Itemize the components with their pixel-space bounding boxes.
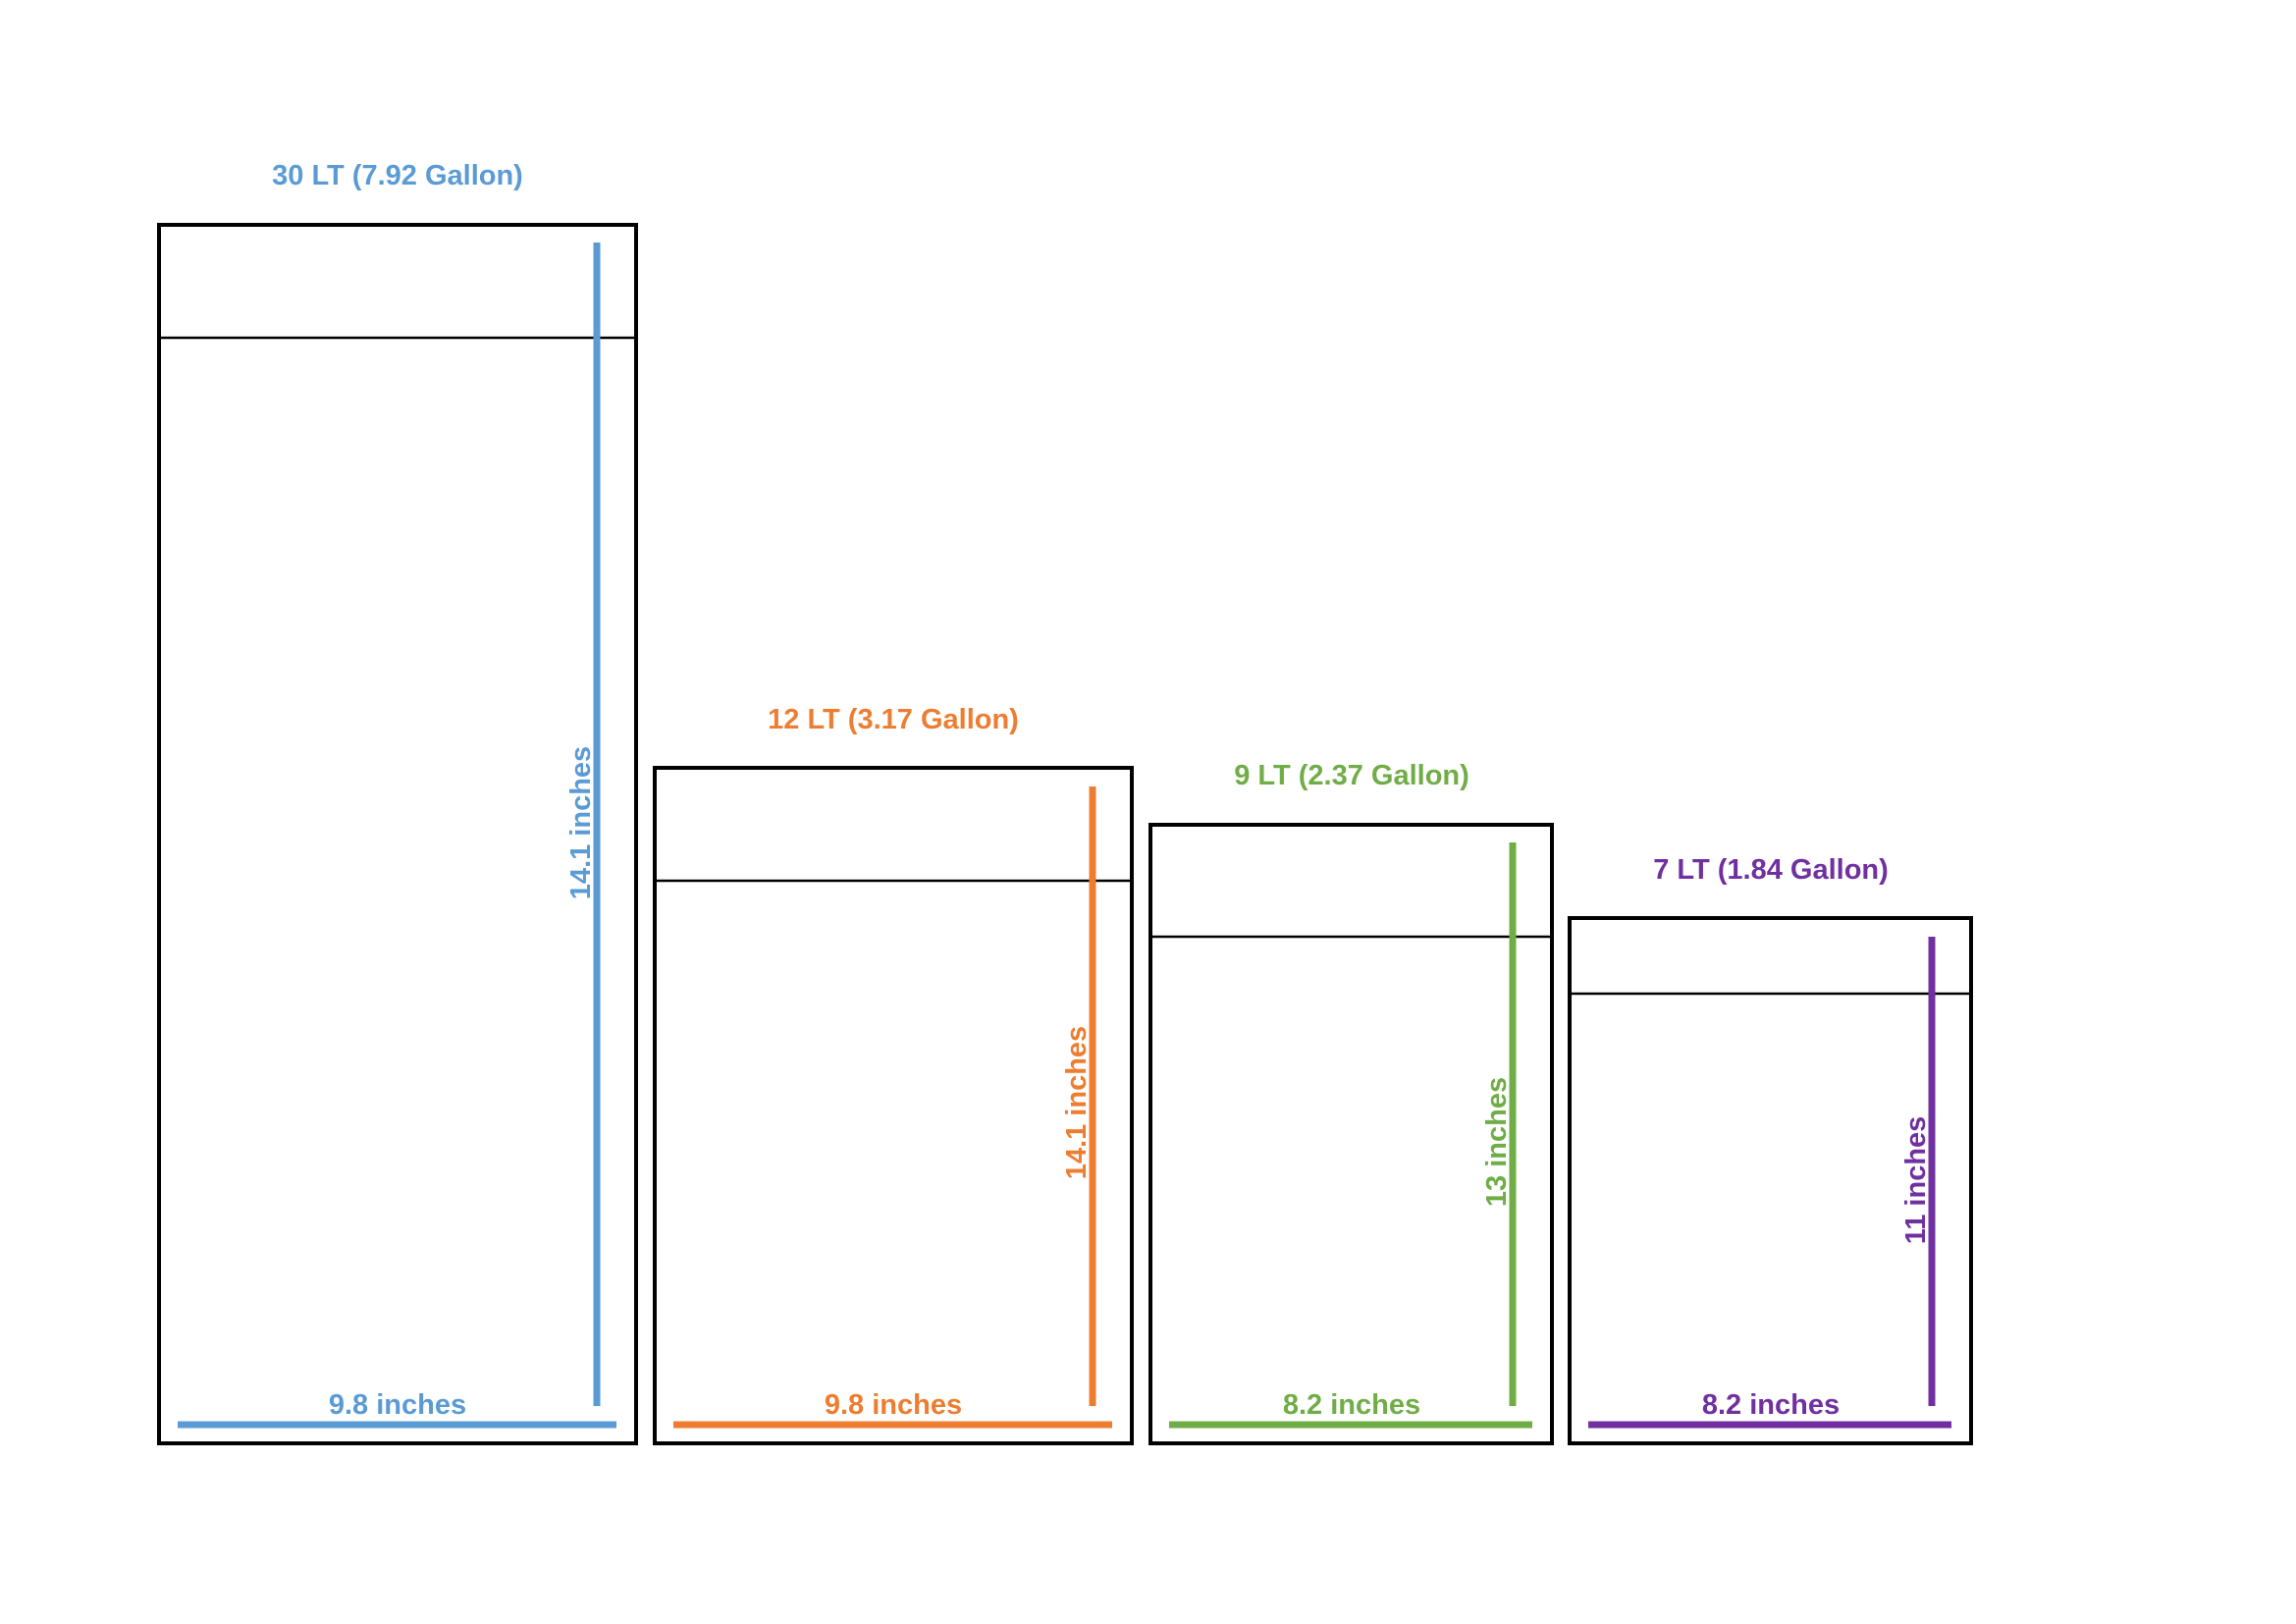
container-12lt-capacity-label: 12 LT (3.17 Gallon) — [768, 704, 1019, 735]
container-7lt-outline — [1568, 916, 1973, 1445]
container-9lt: 9 LT (2.37 Gallon) 13 inches 8.2 inches — [1148, 760, 1554, 1445]
container-30lt: 30 LT (7.92 Gallon) 14.1 inches 9.8 inch… — [157, 160, 638, 1445]
container-12lt-outline — [653, 766, 1134, 1445]
container-30lt-width-label: 9.8 inches — [329, 1389, 466, 1421]
container-30lt-height-label: 14.1 inches — [565, 746, 597, 899]
container-7lt-height-label: 11 inches — [1900, 1116, 1932, 1245]
container-7lt-capacity-label: 7 LT (1.84 Gallon) — [1653, 854, 1889, 886]
container-12lt-width-label: 9.8 inches — [825, 1389, 962, 1421]
container-12lt-height-label: 14.1 inches — [1061, 1026, 1093, 1179]
container-9lt-height-label: 13 inches — [1481, 1077, 1513, 1207]
container-30lt-outline — [157, 223, 638, 1445]
container-30lt-capacity-label: 30 LT (7.92 Gallon) — [272, 160, 523, 191]
container-12lt: 12 LT (3.17 Gallon) 14.1 inches 9.8 inch… — [653, 704, 1134, 1445]
container-9lt-capacity-label: 9 LT (2.37 Gallon) — [1234, 760, 1469, 791]
container-9lt-outline — [1148, 823, 1554, 1445]
container-9lt-width-label: 8.2 inches — [1283, 1389, 1420, 1421]
container-7lt: 7 LT (1.84 Gallon) 11 inches 8.2 inches — [1568, 854, 1973, 1445]
container-7lt-width-label: 8.2 inches — [1702, 1389, 1840, 1421]
